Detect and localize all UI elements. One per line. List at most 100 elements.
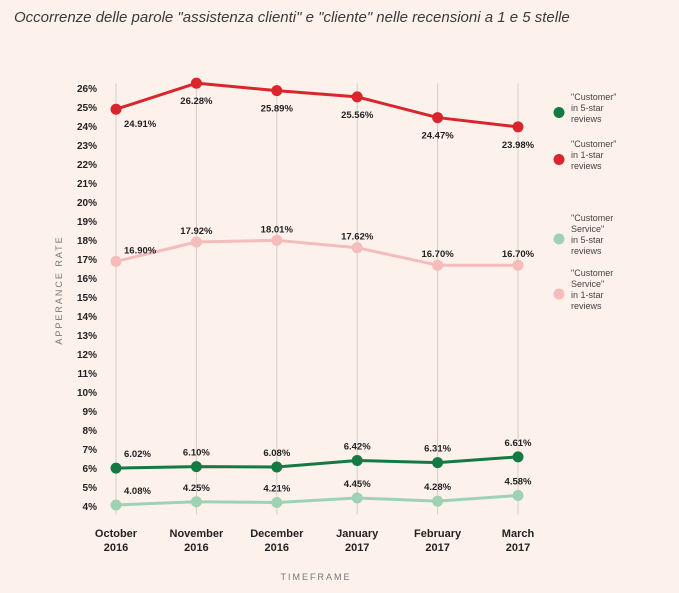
data-label: 4.28% xyxy=(424,482,451,493)
legend-swatch xyxy=(553,154,565,165)
data-point xyxy=(110,103,122,115)
data-label: 24.47% xyxy=(421,131,454,142)
data-point xyxy=(351,492,363,504)
series-line xyxy=(115,493,519,507)
data-label: 16.70% xyxy=(421,249,454,260)
data-label: 6.31% xyxy=(424,444,451,455)
y-tick-label: 4% xyxy=(83,502,98,513)
data-label: 25.56% xyxy=(341,110,374,121)
legend-swatch xyxy=(553,107,565,118)
data-label: 4.08% xyxy=(124,486,151,497)
data-point xyxy=(351,455,363,467)
x-tick-label: February 2017 xyxy=(414,528,462,554)
y-tick-label: 15% xyxy=(77,293,97,304)
data-point xyxy=(432,259,444,271)
data-point xyxy=(110,255,122,267)
y-tick-label: 18% xyxy=(77,236,97,247)
data-point xyxy=(190,77,202,89)
y-tick-label: 19% xyxy=(77,217,97,228)
legend-item: "Customer" in 5-star reviews xyxy=(553,92,616,124)
data-point xyxy=(512,451,524,463)
data-label: 26.28% xyxy=(180,96,213,107)
data-label: 4.58% xyxy=(505,476,532,487)
data-point xyxy=(110,499,122,511)
data-label: 6.08% xyxy=(263,448,290,459)
y-tick-label: 6% xyxy=(83,464,98,475)
y-tick-label: 25% xyxy=(77,103,97,114)
data-label: 16.90% xyxy=(124,245,157,256)
series-lines xyxy=(110,77,524,511)
data-point xyxy=(351,242,363,254)
data-label: 24.91% xyxy=(124,119,157,130)
y-tick-label: 16% xyxy=(77,274,97,285)
y-axis-title: APPERANCE RATE xyxy=(54,235,64,344)
y-tick-label: 8% xyxy=(83,426,98,437)
y-tick-label: 23% xyxy=(77,141,97,152)
x-tick-label: March 2017 xyxy=(502,528,535,554)
series-line xyxy=(115,238,518,267)
y-tick-label: 7% xyxy=(83,445,98,456)
y-tick-label: 9% xyxy=(83,407,98,418)
legend-label: "Customer Service" in 5-star reviews xyxy=(571,213,613,256)
grid-lines xyxy=(115,83,519,515)
legend: "Customer" in 5-star reviews "Customer" in 1… xyxy=(553,92,616,311)
y-tick-label: 5% xyxy=(83,483,98,494)
y-tick-label: 13% xyxy=(77,331,97,342)
data-point xyxy=(271,461,283,473)
data-label: 6.42% xyxy=(344,442,371,453)
data-point xyxy=(512,121,524,133)
legend-swatch xyxy=(553,233,565,245)
data-point xyxy=(271,497,283,509)
legend-label: "Customer Service" in 1-star reviews xyxy=(571,268,613,311)
x-tick-label: November 2016 xyxy=(170,528,225,554)
data-label: 23.98% xyxy=(502,140,535,151)
data-labels: 6.02% 6.10% 6.08% 6.42% 6.31% 6.61% 24.91% 26.2… xyxy=(124,96,535,497)
data-label: 25.89% xyxy=(261,104,294,115)
data-point xyxy=(110,462,122,474)
x-tick-label: January 2017 xyxy=(336,528,379,554)
data-point xyxy=(512,259,524,271)
x-tick-label: December 2016 xyxy=(250,528,304,554)
data-label: 16.70% xyxy=(502,249,535,260)
legend-swatch xyxy=(553,288,565,300)
data-label: 18.01% xyxy=(261,224,294,235)
y-tick-label: 21% xyxy=(77,179,97,190)
x-axis-ticks: October 2016 November 2016 December 2016 Janua… xyxy=(95,528,535,554)
y-tick-label: 10% xyxy=(77,388,97,399)
data-label: 4.21% xyxy=(263,484,290,495)
y-tick-label: 14% xyxy=(77,312,97,323)
data-point xyxy=(190,496,202,508)
data-label: 17.92% xyxy=(180,226,213,237)
data-point xyxy=(432,112,444,124)
data-label: 6.61% xyxy=(505,438,532,449)
y-tick-label: 22% xyxy=(77,160,97,171)
series-line xyxy=(115,81,519,129)
legend-item: "Customer" in 1-star reviews xyxy=(553,139,616,171)
data-point xyxy=(190,236,202,248)
legend-item: "Customer Service" in 5-star reviews xyxy=(553,213,613,256)
y-axis-ticks: 4% 5% 6% 7% 8% 9% 10% 11% 12% 13% 14% 15% 16% 17% 18% 1… xyxy=(77,84,97,513)
y-tick-label: 12% xyxy=(77,350,97,361)
y-tick-label: 26% xyxy=(77,84,97,95)
data-point xyxy=(271,85,283,97)
data-label: 6.02% xyxy=(124,449,151,460)
legend-item: "Customer Service" in 1-star reviews xyxy=(553,268,613,311)
data-label: 17.62% xyxy=(341,232,374,243)
y-tick-label: 20% xyxy=(77,198,97,209)
data-point xyxy=(512,489,524,501)
chart-title: Occorrenze delle parole "assistenza clie… xyxy=(14,9,570,26)
data-point xyxy=(432,457,444,469)
data-label: 4.25% xyxy=(183,483,210,494)
data-point xyxy=(432,495,444,507)
data-point xyxy=(271,234,283,246)
y-tick-label: 11% xyxy=(78,369,98,380)
data-label: 6.10% xyxy=(183,448,210,459)
x-tick-label: October 2016 xyxy=(95,528,138,554)
x-axis-title: TIMEFRAME xyxy=(281,572,352,582)
y-tick-label: 24% xyxy=(77,122,97,133)
data-point xyxy=(190,461,202,473)
series-line xyxy=(115,455,519,470)
data-label: 4.45% xyxy=(344,479,371,490)
legend-label: "Customer" in 5-star reviews xyxy=(571,92,616,124)
